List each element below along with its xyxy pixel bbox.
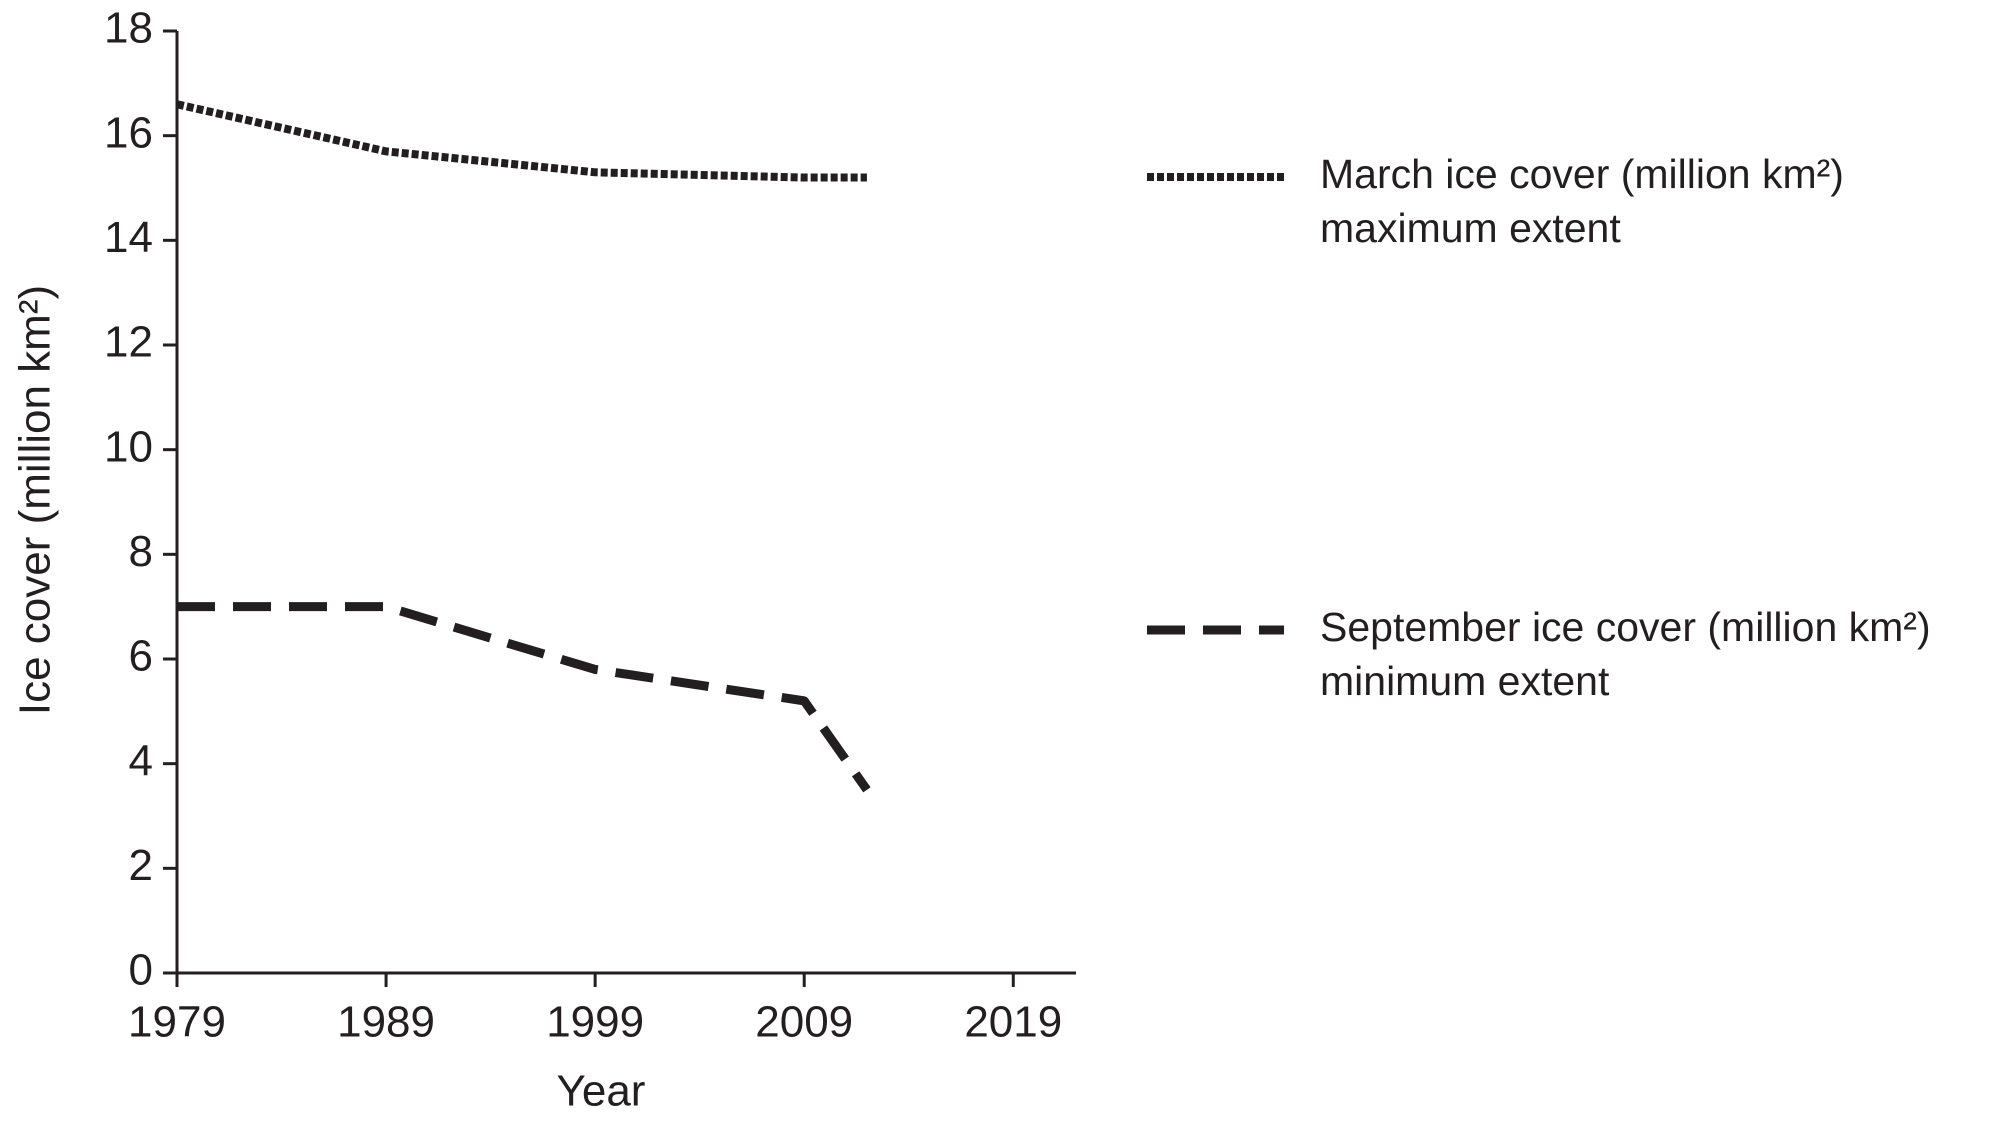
x-tick-label: 1999 xyxy=(546,998,644,1047)
y-axis-label: Ice cover (million km²) xyxy=(11,285,60,715)
y-tick-label: 10 xyxy=(104,422,153,471)
x-tick-label: 2019 xyxy=(964,998,1062,1047)
y-tick-label: 2 xyxy=(129,841,153,890)
y-tick-label: 4 xyxy=(129,736,153,785)
x-tick-label: 1989 xyxy=(337,998,435,1047)
y-tick-label: 6 xyxy=(129,632,153,681)
y-tick-label: 8 xyxy=(129,527,153,576)
y-tick-label: 16 xyxy=(104,108,153,157)
x-tick-label: 1979 xyxy=(128,998,226,1047)
y-tick-label: 12 xyxy=(104,318,153,367)
legend-label: March ice cover (million km²) xyxy=(1320,151,1844,197)
y-tick-label: 18 xyxy=(104,4,153,53)
legend-description: maximum extent xyxy=(1320,205,1621,251)
legend-description: minimum extent xyxy=(1320,658,1610,704)
x-tick-label: 2009 xyxy=(755,998,853,1047)
data-line xyxy=(176,100,867,182)
y-tick-label: 0 xyxy=(129,946,153,995)
legend-label: September ice cover (million km²) xyxy=(1320,604,1931,650)
data-line xyxy=(177,602,871,793)
x-axis-label: Year xyxy=(557,1067,646,1116)
y-tick-label: 14 xyxy=(104,213,153,262)
